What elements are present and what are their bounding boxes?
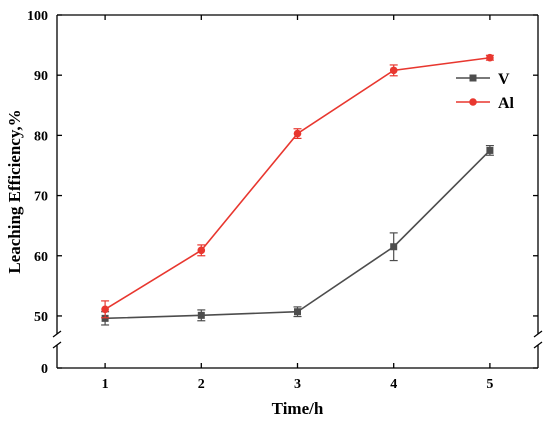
y-tick-label: 100 [27,9,48,24]
axis-break-mark-right-upper [533,330,543,338]
x-tick-label: 5 [486,377,493,392]
data-point-v [197,311,205,319]
y-tick-label: 50 [34,310,48,325]
legend-label-v: V [498,71,510,88]
x-tick-label: 4 [390,377,397,392]
x-tick-label: 2 [198,377,205,392]
data-point-al [293,129,302,138]
y-tick-label: 70 [34,190,48,205]
axis-break-mark-left-upper [52,330,62,338]
data-point-al [389,66,398,75]
data-point-al [486,53,494,62]
data-point-v [390,243,398,251]
series-v [101,145,494,326]
series-layer [101,53,494,326]
y-tick-label: 60 [34,250,48,265]
data-point-al [197,246,206,255]
data-point-al [101,305,109,314]
x-axis-ticks: 1 2 3 4 5 [102,15,493,392]
y-tick-label: 90 [34,69,48,84]
legend-marker-v [469,74,477,82]
data-point-v [486,146,494,154]
series-line-v [105,149,491,320]
legend: V Al [456,71,515,112]
axis-break-mark-right-lower [533,341,543,349]
y-tick-label: 80 [34,129,48,144]
x-tick-label: 3 [294,377,301,392]
series-al [101,53,494,319]
axis-break-mark-left-lower [52,341,62,349]
y-axis-ticks: 0 50 60 70 80 90 100 [27,9,538,377]
x-tick-label: 1 [102,377,109,392]
x-axis-title: Time/h [272,399,324,418]
series-line-al [104,56,491,311]
legend-label-al: Al [498,95,515,112]
data-point-v [294,308,301,316]
data-point-v [101,314,109,322]
y-tick-label: 0 [41,362,48,377]
legend-marker-al [469,98,477,106]
y-axis-title: Leaching Efficiency,% [5,109,24,273]
